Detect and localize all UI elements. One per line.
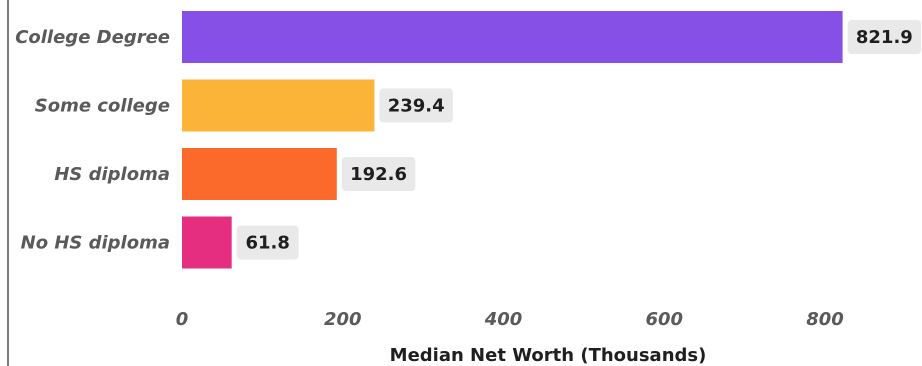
x-tick-label-400: 400 [484,309,523,330]
value-label-college-degree: 821.9 [856,27,913,48]
bars-layer: College Degree 821.9 Some college 239.4 HS d… [15,11,922,269]
x-tick-label-600: 600 [645,309,683,330]
category-label-no-hs-diploma: No HS diploma [21,233,170,254]
x-axis-title: Median Net Worth (Thousands) [390,345,707,366]
value-label-bg-no-hs-diploma [236,225,299,260]
x-tick-label-0: 0 [176,309,189,330]
x-tick-label-800: 800 [806,309,844,330]
value-label-some-college: 239.4 [388,96,445,117]
value-label-bg-some-college [379,88,453,123]
bar-college-degree[interactable] [182,11,843,63]
bar-some-college[interactable] [182,79,375,132]
x-axis-ticks: 0 200 400 600 800 [176,309,844,330]
value-label-bg-hs-diploma [341,157,416,191]
value-label-hs-diploma: 192.6 [350,164,407,185]
category-label-some-college: Some college [35,96,170,117]
value-label-no-hs-diploma: 61.8 [245,233,289,254]
bar-hs-diploma[interactable] [182,148,337,200]
value-label-bg-college-degree [847,20,922,54]
category-label-college-degree: College Degree [15,27,170,48]
bar-no-hs-diploma[interactable] [182,216,232,269]
category-label-hs-diploma: HS diploma [54,164,170,185]
x-tick-label-200: 200 [324,309,362,330]
